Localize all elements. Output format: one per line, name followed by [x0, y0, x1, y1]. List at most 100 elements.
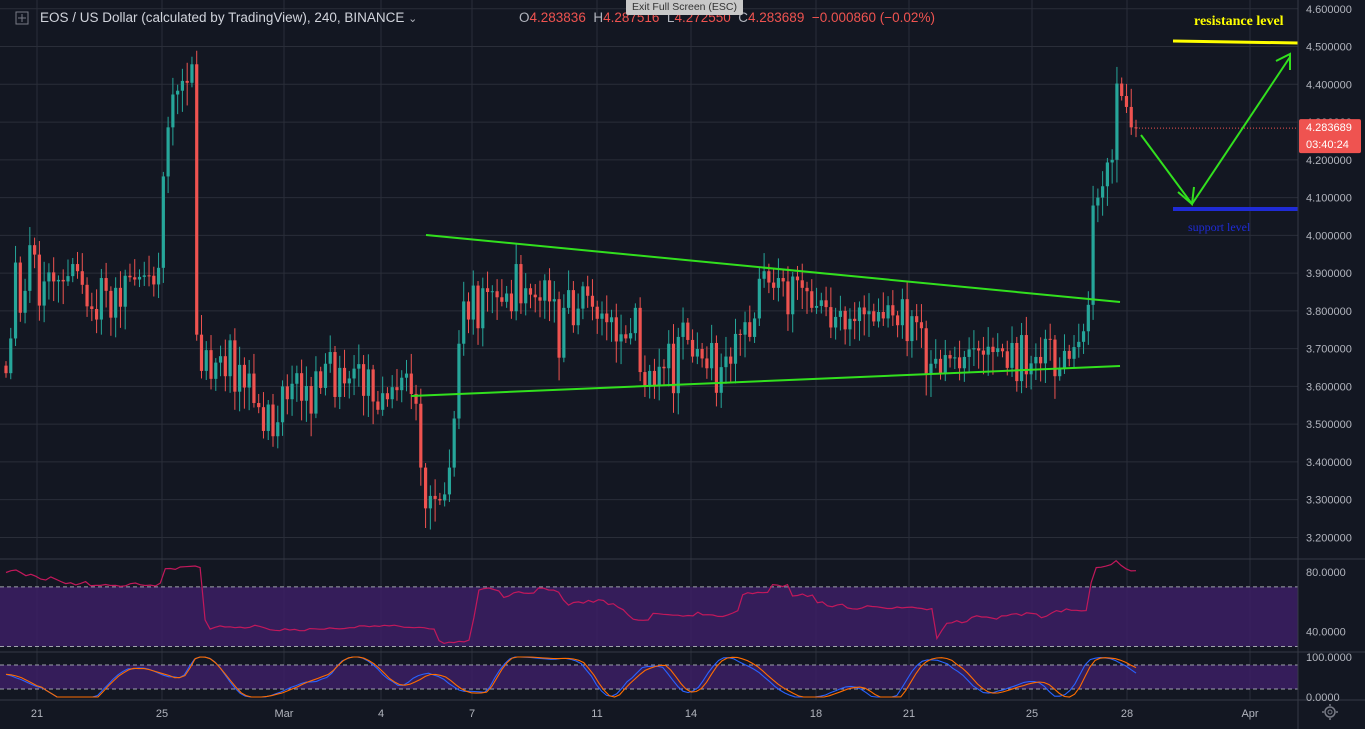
projection-arrow	[1140, 56, 1291, 206]
candle-body	[9, 338, 13, 374]
candle-body	[1053, 339, 1057, 377]
candle-body	[910, 316, 914, 342]
candle-body	[838, 310, 842, 317]
candle-body	[662, 366, 666, 369]
candle-body	[381, 393, 385, 410]
candle-body	[586, 286, 590, 296]
candle-body	[1039, 356, 1043, 364]
candle-body	[75, 264, 80, 272]
candle-body	[748, 322, 752, 337]
candle-body	[428, 495, 432, 509]
candle-body	[85, 284, 89, 307]
stoch-d-line	[5, 656, 1137, 698]
price-tick-label: 3.700000	[1306, 344, 1352, 356]
close-label: C	[738, 10, 749, 25]
candle-body	[156, 267, 161, 285]
candle-body	[547, 280, 552, 302]
candle-body	[605, 313, 609, 323]
candle-body	[161, 176, 165, 268]
candle-body	[1105, 162, 1109, 187]
low-label: L	[666, 10, 675, 25]
open-label: O	[519, 10, 530, 25]
candle-body	[733, 333, 738, 364]
candle-body	[681, 322, 685, 337]
candle-body	[290, 383, 294, 400]
candle-body	[996, 348, 1000, 353]
date-tick-label: Apr	[1241, 708, 1258, 720]
candle-body	[533, 294, 537, 298]
candle-body	[619, 334, 623, 342]
candle-body	[414, 393, 418, 404]
candle-body	[109, 290, 113, 318]
candle-body	[1005, 351, 1009, 368]
candle-body	[190, 64, 194, 83]
price-tick-label: 4.100000	[1306, 193, 1352, 205]
candle-body	[943, 355, 947, 374]
crosshair-plus-icon[interactable]	[15, 11, 29, 25]
candle-body	[528, 288, 533, 295]
price-tick-label: 3.300000	[1306, 495, 1352, 507]
candle-body	[628, 333, 633, 339]
candle-body	[347, 378, 351, 384]
candle-body	[1015, 342, 1019, 382]
symbol-title[interactable]: EOS / US Dollar (calculated by TradingVi…	[40, 10, 405, 25]
candle-body	[1129, 106, 1133, 128]
candle-body	[1086, 304, 1090, 332]
candle-body	[614, 317, 618, 342]
resistance-label: resistance level	[1194, 14, 1284, 29]
candle-body	[423, 467, 428, 509]
candle-body	[938, 358, 943, 374]
candle-body	[848, 318, 852, 330]
candle-body	[538, 297, 542, 301]
stoch-tick-label: 0.0000	[1306, 692, 1340, 704]
candle-body	[1077, 341, 1081, 348]
gear-icon[interactable]	[1322, 704, 1338, 720]
candle-body	[671, 343, 676, 394]
candle-body	[13, 262, 18, 339]
candle-body	[185, 80, 189, 83]
candle-body	[1019, 335, 1024, 382]
candle-body	[166, 127, 170, 177]
price-tick-label: 3.600000	[1306, 381, 1352, 393]
candle-body	[819, 300, 823, 306]
date-tick-label: 11	[591, 708, 602, 720]
candle-body	[729, 356, 733, 364]
date-tick-label: 28	[1121, 708, 1133, 720]
candle-body	[986, 346, 990, 355]
candle-body	[509, 293, 514, 312]
candle-body	[42, 281, 46, 306]
candle-body	[242, 364, 246, 388]
candle-body	[519, 264, 523, 304]
candle-body	[300, 373, 304, 401]
date-tick-label: 14	[685, 708, 697, 720]
candle-body	[223, 356, 227, 377]
grid	[0, 0, 1298, 700]
candle-body	[142, 275, 146, 277]
stoch-pane	[0, 656, 1298, 698]
candle-body	[633, 307, 637, 334]
candle-body	[357, 364, 361, 369]
candle-body	[581, 286, 585, 309]
price-tag-value: 4.283689	[1306, 122, 1352, 134]
symbol-legend: EOS / US Dollar (calculated by TradingVi…	[40, 10, 417, 30]
exit-fullscreen-button[interactable]: Exit Full Screen (ESC)	[626, 0, 743, 15]
stoch-tick-label: 100.0000	[1306, 652, 1352, 664]
candle-body	[209, 350, 213, 379]
price-tick-label: 3.500000	[1306, 419, 1352, 431]
candle-body	[743, 322, 747, 335]
resistance-line	[1172, 39, 1299, 45]
candle-body	[1048, 338, 1052, 340]
projection-arrowhead-up	[1275, 52, 1291, 70]
candles	[4, 50, 1298, 530]
candle-body	[738, 333, 742, 335]
chevron-down-icon[interactable]: ⌄	[408, 13, 418, 25]
candle-body	[47, 272, 51, 282]
candle-body	[361, 364, 366, 396]
candle-body	[781, 278, 785, 282]
candle-body	[94, 308, 99, 320]
candle-body	[390, 387, 394, 400]
rsi-tick-label: 40.0000	[1306, 627, 1346, 639]
candle-body	[114, 287, 118, 318]
